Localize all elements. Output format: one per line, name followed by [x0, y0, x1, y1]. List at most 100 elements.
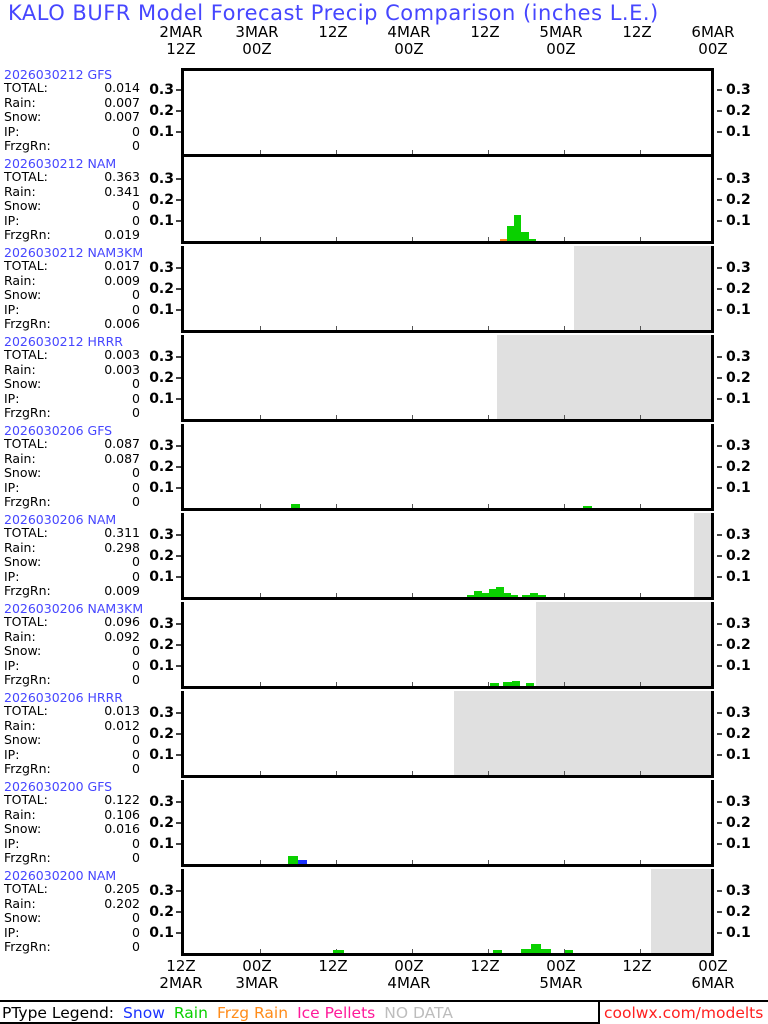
precip-bar-rain — [507, 226, 514, 241]
ptype-legend: PType Legend: Snow Rain Frzg Rain Ice Pellet… — [0, 1000, 768, 1024]
y-axis-tick-mark — [717, 288, 722, 290]
top-axis-tick: 2MAR 12Z — [159, 24, 202, 58]
stat-row: Snow: 0.016 — [4, 822, 140, 836]
x-axis-tick-mark — [488, 237, 489, 241]
stat-row: IP: 0 — [4, 124, 140, 139]
stat-key: TOTAL: — [4, 80, 48, 95]
tick-day-label: 5MAR — [539, 974, 583, 992]
stat-key: FrzgRn: — [4, 672, 51, 688]
stat-row: Snow: 0 — [4, 911, 140, 925]
model-run-label: 2026030206 NAM — [4, 512, 117, 527]
y-axis-tick-label: 0.1 — [149, 480, 174, 496]
panel-plot-area[interactable] — [181, 780, 714, 867]
y-axis-tick-label: 0.1 — [149, 124, 174, 140]
stat-key: Rain: — [4, 717, 36, 733]
panel-plot-area[interactable] — [181, 424, 714, 511]
stat-value: 0.311 — [104, 525, 140, 540]
y-axis-tick-label: 0.3 — [149, 883, 174, 899]
y-axis-tick-label: 0.3 — [726, 171, 751, 187]
y-axis-tick-label: 0.2 — [726, 904, 751, 920]
y-axis-tick-label: 0.1 — [149, 391, 174, 407]
x-axis-tick-mark — [260, 415, 261, 419]
stat-key: FrzgRn: — [4, 583, 51, 599]
stat-row: Rain: 0.106 — [4, 806, 140, 822]
stat-row: TOTAL: 0.087 — [4, 437, 140, 451]
page-title: KALO BUFR Model Forecast Precip Comparis… — [8, 1, 659, 25]
stat-row: IP: 0 — [4, 925, 140, 940]
x-axis-tick-mark — [488, 150, 489, 154]
model-run-label: 2026030212 NAM — [4, 156, 117, 171]
panel-plot-area[interactable] — [181, 869, 714, 956]
x-axis-tick-mark — [412, 150, 413, 154]
stat-key: TOTAL: — [4, 614, 48, 629]
stat-value: 0.014 — [104, 80, 140, 95]
x-axis-tick-mark — [488, 949, 489, 953]
stat-row: IP: 0 — [4, 658, 140, 673]
y-axis-right: 0.3 0.2 0.1 — [717, 691, 762, 780]
top-axis-tick: 4MAR 00Z — [387, 24, 430, 58]
y-axis-tick-label: 0.2 — [726, 548, 751, 564]
tick-hour-label: 00Z — [698, 40, 728, 58]
stat-key: Rain: — [4, 806, 36, 822]
stat-value: 0.363 — [104, 169, 140, 184]
y-axis-right: 0.3 0.2 0.1 — [717, 602, 762, 691]
y-axis-tick-label: 0.3 — [149, 616, 174, 632]
x-axis-tick-mark — [260, 326, 261, 330]
tick-hour-label: 12Z — [622, 957, 652, 975]
x-axis-tick-mark — [412, 949, 413, 953]
model-panel: 2026030212 NAM3KM TOTAL: 0.017 Rain: 0.009 Sn… — [0, 245, 768, 335]
precip-bar-rain — [521, 232, 529, 241]
legend-items: PType Legend: Snow Rain Frzg Rain Ice Pellet… — [2, 1003, 462, 1024]
panel-plot-area[interactable] — [181, 246, 714, 333]
stat-key: Snow: — [4, 643, 42, 659]
stat-key: Rain: — [4, 628, 36, 644]
y-axis-tick-mark — [176, 288, 181, 290]
stat-row: Snow: 0.007 — [4, 110, 140, 124]
y-axis-tick-label: 0.2 — [149, 726, 174, 742]
panel-plot-area[interactable] — [181, 691, 714, 778]
stat-row: FrzgRn: 0.009 — [4, 584, 140, 598]
x-axis-tick-mark — [640, 949, 641, 953]
x-axis-tick-mark — [412, 593, 413, 597]
tick-hour-label: 12Z — [622, 23, 652, 41]
stat-value: 0 — [132, 643, 140, 659]
panel-plot-area[interactable] — [181, 513, 714, 600]
y-axis-tick-mark — [176, 754, 181, 756]
stat-value: 0.092 — [104, 628, 140, 644]
stat-key: Rain: — [4, 450, 36, 466]
panel-plot-area[interactable] — [181, 68, 714, 157]
stat-row: FrzgRn: 0 — [4, 940, 140, 954]
y-axis-left: 0.3 0.2 0.1 — [140, 335, 181, 424]
model-panel: 2026030212 HRRR TOTAL: 0.003 Rain: 0.003 Snow… — [0, 334, 768, 424]
stat-key: Rain: — [4, 361, 36, 377]
stat-row: IP: 0 — [4, 391, 140, 406]
stat-value: 0.016 — [104, 821, 140, 837]
credit-link[interactable]: coolwx.com/modelts — [604, 1004, 764, 1022]
y-axis-tick-label: 0.1 — [149, 213, 174, 229]
stat-row: FrzgRn: 0 — [4, 673, 140, 687]
tick-day-label: 3MAR — [235, 23, 279, 41]
tick-day-label: 6MAR — [691, 974, 735, 992]
y-axis-tick-mark — [717, 445, 722, 447]
y-axis-tick-label: 0.3 — [149, 438, 174, 454]
tick-day-label: 5MAR — [539, 23, 583, 41]
y-axis-tick-mark — [176, 555, 181, 557]
top-axis-tick: 3MAR 00Z — [235, 24, 278, 58]
y-axis-tick-label: 0.1 — [149, 836, 174, 852]
x-axis-tick-mark — [488, 771, 489, 775]
y-axis-left: 0.3 0.2 0.1 — [140, 602, 181, 691]
x-axis-tick-mark — [336, 150, 337, 154]
tick-hour-label: 12Z — [166, 957, 196, 975]
panel-plot-area[interactable] — [181, 602, 714, 689]
stat-key: Rain: — [4, 183, 36, 199]
model-panel: 2026030206 NAM TOTAL: 0.311 Rain: 0.298 Snow:… — [0, 512, 768, 602]
panel-plot-area[interactable] — [181, 335, 714, 422]
y-axis-right: 0.3 0.2 0.1 — [717, 424, 762, 513]
tick-day-label: 2MAR — [159, 974, 203, 992]
panel-plot-area[interactable] — [181, 157, 714, 244]
y-axis-tick-mark — [176, 466, 181, 468]
tick-hour-label: 00Z — [698, 957, 728, 975]
stat-value: 0 — [132, 554, 140, 570]
x-axis-tick-mark — [640, 771, 641, 775]
tick-hour-label: 12Z — [470, 957, 500, 975]
